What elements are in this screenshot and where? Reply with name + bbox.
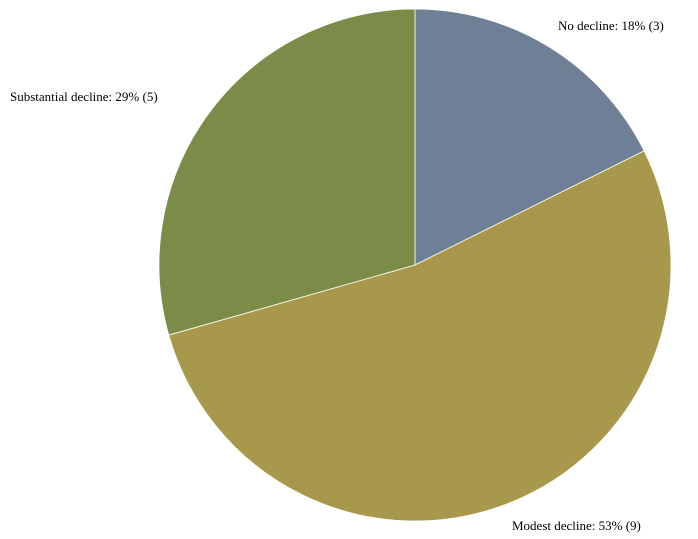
- pie-slices: [158, 8, 672, 522]
- slice-label-modest-decline: Modest decline: 53% (9): [512, 518, 641, 533]
- pie-slice-substantial-decline: [158, 8, 416, 336]
- pie-slice-modest-decline: [168, 150, 672, 522]
- slice-label-substantial-decline: Substantial decline: 29% (5): [10, 89, 158, 104]
- pie-slice-no-decline: [414, 8, 645, 266]
- slice-label-no-decline: No decline: 18% (3): [558, 18, 664, 33]
